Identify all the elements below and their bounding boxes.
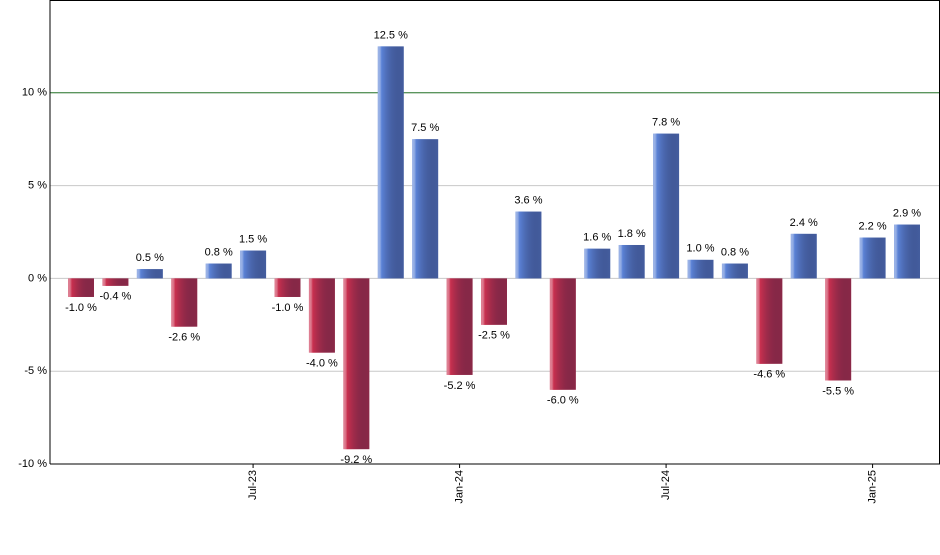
- bar-shade: [240, 250, 267, 279]
- bar-shade: [446, 278, 473, 375]
- bar-shade: [653, 133, 680, 279]
- bar-shade: [412, 139, 439, 279]
- bar-shade: [343, 278, 370, 450]
- value-label: 1.8 %: [618, 228, 646, 240]
- bar-shade: [274, 278, 301, 297]
- y-tick-label: -10 %: [18, 458, 47, 470]
- x-tick-label: Jan-25: [866, 470, 878, 504]
- bar-shade: [136, 269, 163, 279]
- value-label: -2.5 %: [478, 330, 510, 342]
- value-label: 7.5 %: [411, 122, 439, 134]
- value-label: 1.6 %: [583, 232, 611, 244]
- value-label: 2.4 %: [790, 217, 818, 229]
- bar-shade: [825, 278, 852, 381]
- bar-shade: [549, 278, 576, 390]
- bar-shade: [894, 224, 920, 279]
- value-label: 2.9 %: [893, 207, 921, 219]
- value-label: -4.0 %: [306, 358, 338, 370]
- value-label: -9.2 %: [340, 454, 372, 466]
- x-tick-label: Jul-24: [660, 470, 672, 500]
- value-label: -2.6 %: [168, 332, 200, 344]
- bar-shade: [171, 278, 198, 327]
- bar-shade: [584, 248, 611, 279]
- value-label: -1.0 %: [272, 302, 304, 314]
- x-tick-label: Jan-24: [453, 470, 465, 504]
- bar-shade: [515, 211, 542, 279]
- bar-shade: [790, 233, 817, 279]
- bar-shade: [859, 237, 886, 279]
- value-label: -4.6 %: [753, 369, 785, 381]
- bar-shade: [687, 259, 714, 279]
- value-label: -0.4 %: [100, 291, 132, 303]
- value-label: -5.2 %: [444, 380, 476, 392]
- value-label: 0.8 %: [205, 246, 233, 258]
- value-label: 1.5 %: [239, 233, 267, 245]
- bar-shade: [721, 263, 748, 279]
- bar-shade: [481, 278, 507, 325]
- y-tick-label: 5 %: [28, 180, 47, 192]
- value-label: 12.5 %: [374, 29, 408, 41]
- value-label: 0.5 %: [136, 252, 164, 264]
- bar-shade: [308, 278, 335, 353]
- bar-shade: [68, 278, 94, 297]
- bar-shade: [377, 46, 404, 279]
- y-tick-label: -5 %: [24, 365, 47, 377]
- value-label: 1.0 %: [686, 243, 714, 255]
- bar-shade: [618, 244, 645, 279]
- value-label: -6.0 %: [547, 395, 579, 407]
- bar-shade: [102, 278, 129, 286]
- x-tick-label: Jul-23: [247, 470, 259, 500]
- bar-shade: [205, 263, 232, 279]
- value-label: 2.2 %: [859, 220, 887, 232]
- value-label: 3.6 %: [514, 194, 542, 206]
- bar-shade: [756, 278, 783, 364]
- value-label: -5.5 %: [822, 385, 854, 397]
- value-label: -1.0 %: [65, 302, 97, 314]
- y-tick-label: 10 %: [22, 87, 47, 99]
- value-label: 0.8 %: [721, 246, 749, 258]
- value-label: 7.8 %: [652, 117, 680, 129]
- y-tick-label: 0 %: [28, 272, 47, 284]
